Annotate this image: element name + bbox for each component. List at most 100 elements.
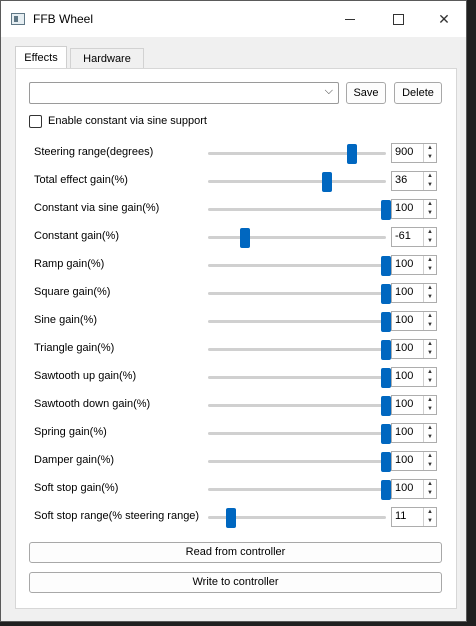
spinbox-value[interactable]: 100 bbox=[395, 370, 414, 382]
spin-down-icon[interactable]: ▼ bbox=[427, 462, 433, 468]
constant-via-sine-checkbox[interactable] bbox=[29, 114, 42, 128]
spinbox-value[interactable]: 100 bbox=[395, 454, 414, 466]
gain-label: Sawtooth down gain(%) bbox=[34, 398, 151, 410]
maximize-button[interactable] bbox=[375, 1, 421, 37]
spin-up-icon[interactable]: ▲ bbox=[427, 173, 433, 179]
gain-slider[interactable] bbox=[208, 452, 391, 472]
gain-spinbox[interactable]: 36 ▲ ▼ bbox=[391, 171, 437, 191]
slider-thumb[interactable] bbox=[381, 340, 391, 360]
gain-slider[interactable] bbox=[208, 480, 391, 500]
spinbox-value[interactable]: 100 bbox=[395, 314, 414, 326]
write-to-controller-button[interactable]: Write to controller bbox=[29, 572, 442, 593]
spin-up-icon[interactable]: ▲ bbox=[427, 229, 433, 235]
gain-label: Constant via sine gain(%) bbox=[34, 202, 160, 214]
gain-spinbox[interactable]: -61 ▲ ▼ bbox=[391, 227, 437, 247]
gain-slider[interactable] bbox=[208, 368, 391, 388]
gain-slider[interactable] bbox=[208, 256, 391, 276]
gain-spinbox[interactable]: 100 ▲ ▼ bbox=[391, 283, 437, 303]
slider-thumb[interactable] bbox=[381, 452, 391, 472]
spinbox-value[interactable]: 100 bbox=[395, 202, 414, 214]
spin-up-icon[interactable]: ▲ bbox=[427, 313, 433, 319]
gain-slider[interactable] bbox=[208, 172, 386, 192]
spin-up-icon[interactable]: ▲ bbox=[427, 425, 433, 431]
spinbox-value[interactable]: 100 bbox=[395, 398, 414, 410]
save-button[interactable]: Save bbox=[346, 82, 386, 104]
gain-slider[interactable] bbox=[208, 200, 391, 220]
slider-thumb[interactable] bbox=[381, 256, 391, 276]
tab-hardware[interactable]: Hardware bbox=[70, 48, 144, 69]
gain-spinbox[interactable]: 100 ▲ ▼ bbox=[391, 199, 437, 219]
spin-down-icon[interactable]: ▼ bbox=[427, 238, 433, 244]
minimize-button[interactable] bbox=[327, 1, 373, 37]
gain-spinbox[interactable]: 100 ▲ ▼ bbox=[391, 451, 437, 471]
gain-spinbox[interactable]: 100 ▲ ▼ bbox=[391, 311, 437, 331]
spin-down-icon[interactable]: ▼ bbox=[427, 378, 433, 384]
spinbox-value[interactable]: 100 bbox=[395, 286, 414, 298]
spin-down-icon[interactable]: ▼ bbox=[427, 182, 433, 188]
spinbox-value[interactable]: 900 bbox=[395, 146, 414, 158]
slider-thumb[interactable] bbox=[240, 228, 251, 248]
gain-slider[interactable] bbox=[208, 144, 386, 164]
slider-thumb[interactable] bbox=[381, 284, 391, 304]
gain-slider[interactable] bbox=[208, 508, 386, 528]
spin-down-icon[interactable]: ▼ bbox=[427, 154, 433, 160]
gain-spinbox[interactable]: 100 ▲ ▼ bbox=[391, 255, 437, 275]
gain-spinbox[interactable]: 100 ▲ ▼ bbox=[391, 395, 437, 415]
gain-spinbox[interactable]: 900 ▲ ▼ bbox=[391, 143, 437, 163]
title-bar[interactable]: FFB Wheel ✕ bbox=[1, 1, 466, 37]
spinbox-value[interactable]: 100 bbox=[395, 482, 414, 494]
spin-down-icon[interactable]: ▼ bbox=[427, 434, 433, 440]
slider-thumb[interactable] bbox=[381, 200, 391, 220]
spin-down-icon[interactable]: ▼ bbox=[427, 518, 433, 524]
spinbox-value[interactable]: -61 bbox=[395, 230, 411, 242]
gain-spinbox[interactable]: 100 ▲ ▼ bbox=[391, 479, 437, 499]
slider-thumb[interactable] bbox=[226, 508, 237, 528]
slider-thumb[interactable] bbox=[381, 312, 391, 332]
gain-label: Soft stop gain(%) bbox=[34, 482, 119, 494]
spinbox-value[interactable]: 100 bbox=[395, 426, 414, 438]
slider-thumb[interactable] bbox=[322, 172, 333, 192]
slider-thumb[interactable] bbox=[381, 480, 391, 500]
gain-slider[interactable] bbox=[208, 396, 391, 416]
gain-slider[interactable] bbox=[208, 340, 391, 360]
spin-down-icon[interactable]: ▼ bbox=[427, 350, 433, 356]
spin-up-icon[interactable]: ▲ bbox=[427, 481, 433, 487]
spin-up-icon[interactable]: ▲ bbox=[427, 453, 433, 459]
gain-spinbox[interactable]: 100 ▲ ▼ bbox=[391, 367, 437, 387]
gain-spinbox[interactable]: 100 ▲ ▼ bbox=[391, 423, 437, 443]
spinbox-value[interactable]: 36 bbox=[395, 174, 408, 186]
spin-down-icon[interactable]: ▼ bbox=[427, 406, 433, 412]
spin-up-icon[interactable]: ▲ bbox=[427, 257, 433, 263]
gain-spinbox[interactable]: 11 ▲ ▼ bbox=[391, 507, 437, 527]
gain-slider[interactable] bbox=[208, 284, 391, 304]
delete-button[interactable]: Delete bbox=[394, 82, 442, 104]
spinbox-value[interactable]: 100 bbox=[395, 258, 414, 270]
spin-up-icon[interactable]: ▲ bbox=[427, 145, 433, 151]
preset-combo[interactable]: ⌵ bbox=[29, 82, 339, 104]
spin-up-icon[interactable]: ▲ bbox=[427, 341, 433, 347]
constant-via-sine-checkbox-row[interactable]: Enable constant via sine support bbox=[29, 113, 207, 129]
spin-down-icon[interactable]: ▼ bbox=[427, 210, 433, 216]
spin-down-icon[interactable]: ▼ bbox=[427, 294, 433, 300]
spin-up-icon[interactable]: ▲ bbox=[427, 201, 433, 207]
gain-slider[interactable] bbox=[208, 228, 386, 248]
spinbox-value[interactable]: 100 bbox=[395, 342, 414, 354]
spin-up-icon[interactable]: ▲ bbox=[427, 509, 433, 515]
gain-slider[interactable] bbox=[208, 312, 391, 332]
close-button[interactable]: ✕ bbox=[421, 1, 467, 37]
spin-down-icon[interactable]: ▼ bbox=[427, 490, 433, 496]
slider-thumb[interactable] bbox=[381, 396, 391, 416]
spinbox-value[interactable]: 11 bbox=[395, 510, 407, 522]
slider-thumb[interactable] bbox=[347, 144, 358, 164]
tab-effects[interactable]: Effects bbox=[15, 46, 67, 70]
spin-up-icon[interactable]: ▲ bbox=[427, 285, 433, 291]
gain-slider[interactable] bbox=[208, 424, 391, 444]
spin-down-icon[interactable]: ▼ bbox=[427, 322, 433, 328]
spin-up-icon[interactable]: ▲ bbox=[427, 369, 433, 375]
spin-down-icon[interactable]: ▼ bbox=[427, 266, 433, 272]
slider-thumb[interactable] bbox=[381, 368, 391, 388]
read-from-controller-button[interactable]: Read from controller bbox=[29, 542, 442, 563]
slider-thumb[interactable] bbox=[381, 424, 391, 444]
spin-up-icon[interactable]: ▲ bbox=[427, 397, 433, 403]
gain-spinbox[interactable]: 100 ▲ ▼ bbox=[391, 339, 437, 359]
